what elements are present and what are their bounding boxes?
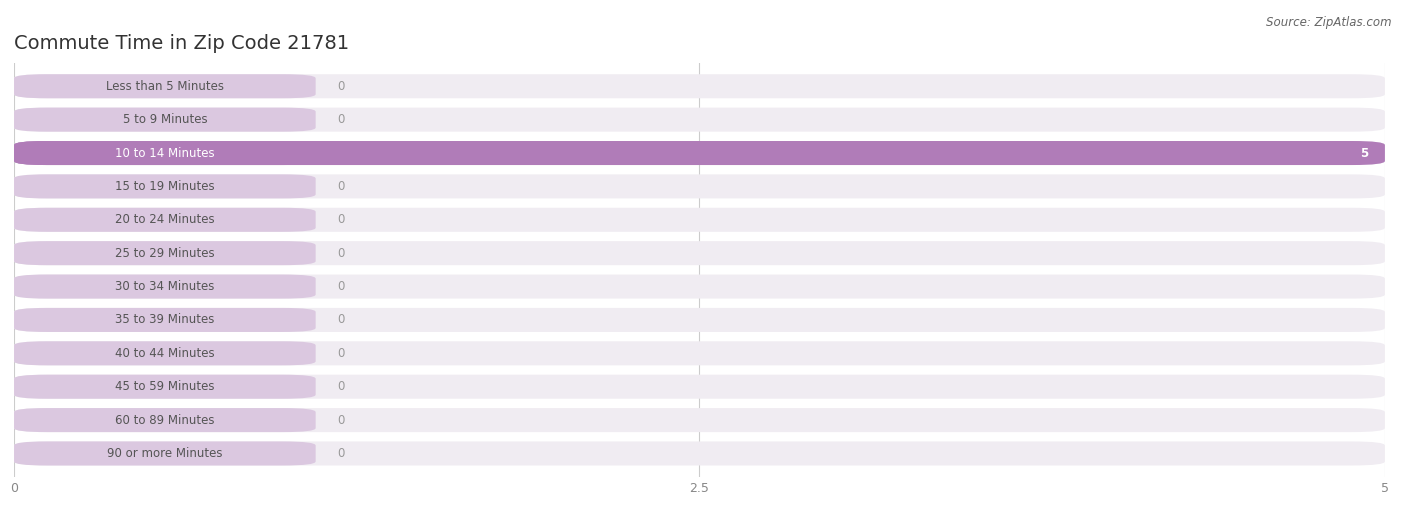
FancyBboxPatch shape <box>14 375 316 399</box>
Text: Commute Time in Zip Code 21781: Commute Time in Zip Code 21781 <box>14 34 349 53</box>
Text: 0: 0 <box>337 413 344 427</box>
Text: 0: 0 <box>337 213 344 226</box>
FancyBboxPatch shape <box>14 141 316 165</box>
FancyBboxPatch shape <box>14 341 1385 365</box>
FancyBboxPatch shape <box>14 241 1385 265</box>
FancyBboxPatch shape <box>14 241 316 265</box>
FancyBboxPatch shape <box>14 208 1385 232</box>
Text: 0: 0 <box>337 80 344 93</box>
Text: 25 to 29 Minutes: 25 to 29 Minutes <box>115 247 215 260</box>
Text: 15 to 19 Minutes: 15 to 19 Minutes <box>115 180 215 193</box>
FancyBboxPatch shape <box>14 174 1385 199</box>
FancyBboxPatch shape <box>14 441 316 465</box>
FancyBboxPatch shape <box>14 341 316 365</box>
Text: 90 or more Minutes: 90 or more Minutes <box>107 447 222 460</box>
Text: 60 to 89 Minutes: 60 to 89 Minutes <box>115 413 215 427</box>
Text: Less than 5 Minutes: Less than 5 Minutes <box>105 80 224 93</box>
Text: 5: 5 <box>1360 147 1368 159</box>
FancyBboxPatch shape <box>14 74 316 99</box>
Text: 30 to 34 Minutes: 30 to 34 Minutes <box>115 280 215 293</box>
Text: 0: 0 <box>337 313 344 326</box>
FancyBboxPatch shape <box>14 375 1385 399</box>
FancyBboxPatch shape <box>14 141 1385 165</box>
Text: 0: 0 <box>337 380 344 393</box>
FancyBboxPatch shape <box>14 408 1385 432</box>
FancyBboxPatch shape <box>14 107 1385 132</box>
Text: 0: 0 <box>337 113 344 126</box>
Text: 20 to 24 Minutes: 20 to 24 Minutes <box>115 213 215 226</box>
Text: 0: 0 <box>337 280 344 293</box>
Text: 0: 0 <box>337 180 344 193</box>
Text: 0: 0 <box>337 447 344 460</box>
Text: Source: ZipAtlas.com: Source: ZipAtlas.com <box>1267 16 1392 29</box>
FancyBboxPatch shape <box>14 408 316 432</box>
FancyBboxPatch shape <box>14 141 1385 165</box>
Text: 0: 0 <box>337 347 344 360</box>
FancyBboxPatch shape <box>14 275 316 299</box>
Text: 0: 0 <box>337 247 344 260</box>
FancyBboxPatch shape <box>14 74 1385 99</box>
FancyBboxPatch shape <box>14 275 1385 299</box>
Text: 5 to 9 Minutes: 5 to 9 Minutes <box>122 113 207 126</box>
FancyBboxPatch shape <box>14 208 316 232</box>
FancyBboxPatch shape <box>14 441 1385 465</box>
FancyBboxPatch shape <box>14 308 1385 332</box>
Text: 35 to 39 Minutes: 35 to 39 Minutes <box>115 313 215 326</box>
Text: 10 to 14 Minutes: 10 to 14 Minutes <box>115 147 215 159</box>
Text: 45 to 59 Minutes: 45 to 59 Minutes <box>115 380 215 393</box>
FancyBboxPatch shape <box>14 174 316 199</box>
Text: 40 to 44 Minutes: 40 to 44 Minutes <box>115 347 215 360</box>
FancyBboxPatch shape <box>14 107 316 132</box>
FancyBboxPatch shape <box>14 308 316 332</box>
